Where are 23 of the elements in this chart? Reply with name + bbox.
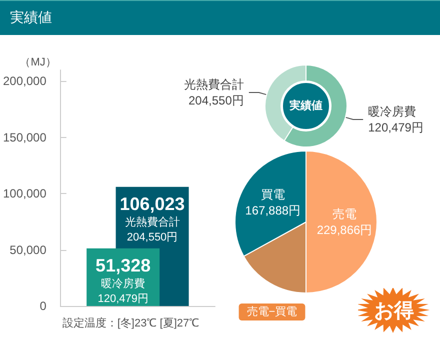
annotation: 暖冷房費 120,479円 [98, 276, 148, 305]
y-axis-title: （MJ） [20, 56, 56, 68]
slice-label: 買電 [260, 187, 285, 202]
chart-title: 実績値 [0, 0, 440, 35]
slice-label: 暖冷房費 [368, 104, 416, 119]
slice-label: 光熱費合計 [184, 77, 244, 92]
text: 229,866円 [316, 223, 372, 237]
text: お得 [373, 298, 415, 322]
y-tick-label: 150,000 [2, 130, 47, 144]
text: 実績値 [288, 99, 324, 113]
data-label: 106,023 [120, 194, 185, 214]
y-tick-label: 50,000 [10, 242, 47, 257]
text: 167,888円 [245, 203, 301, 218]
slice-label: 売電−買電 [246, 305, 298, 318]
y-tick-label: 0 [40, 299, 47, 313]
x-axis-title: 設定温度：[冬]23℃ [夏]27℃ [62, 316, 200, 330]
slice-label: 売電 [332, 207, 356, 221]
annotation: 光熱費合計 204,550円 [124, 215, 180, 244]
data-label: 51,328 [96, 255, 151, 276]
y-tick-label: 100,000 [2, 186, 47, 201]
annotation: 204,550円 [188, 93, 244, 108]
y-tick-label: 200,000 [2, 74, 47, 88]
text: 120,479円 [368, 120, 424, 135]
